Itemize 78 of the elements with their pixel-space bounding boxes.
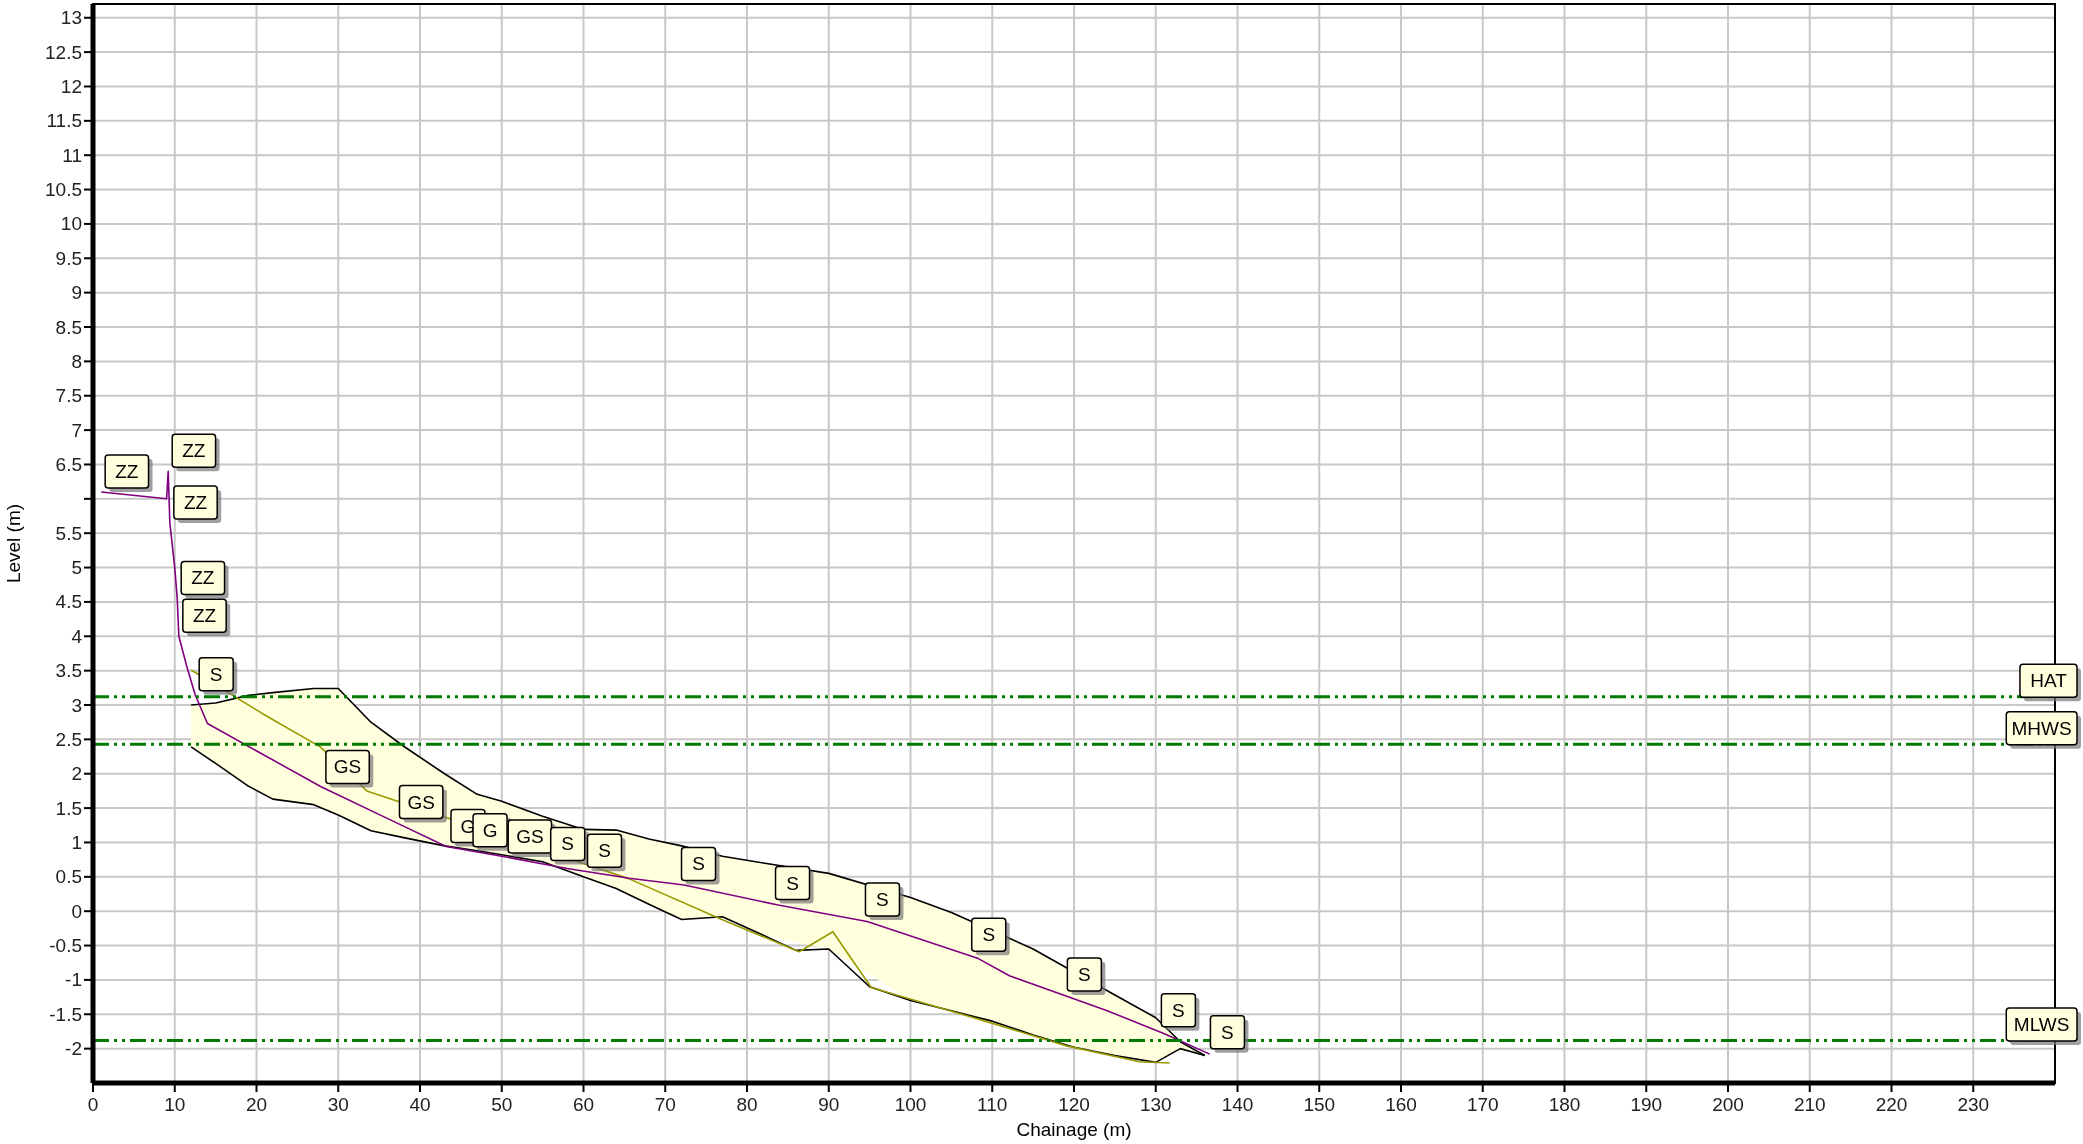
annotation: ZZ (183, 491, 208, 513)
annotation: S (692, 853, 705, 875)
x-tick-label: 80 (736, 1094, 758, 1115)
y-tick-label: 5.5 (55, 522, 82, 544)
y-tick-label: 1.5 (55, 797, 82, 819)
y-tick-label: 4 (71, 625, 83, 647)
annotation: GS (333, 756, 362, 778)
y-tick-label: 8.5 (55, 316, 82, 338)
ref-line-label: HAT (2030, 670, 2068, 692)
ref-line-label: MHWS (2011, 717, 2072, 739)
y-tick-label: 10 (60, 213, 82, 235)
x-tick-label: 10 (164, 1094, 186, 1115)
y-tick-label: 3 (71, 694, 82, 716)
x-tick-label: 140 (1221, 1094, 1254, 1115)
y-tick-label: -0.5 (49, 935, 82, 957)
annotation: S (982, 924, 996, 946)
x-tick-label: 0 (87, 1094, 99, 1115)
y-tick-label: -1 (65, 969, 82, 991)
y-tick-label: 7.5 (55, 385, 82, 407)
x-tick-label: 90 (818, 1094, 840, 1115)
annotation: S (1221, 1021, 1234, 1043)
y-tick-label: 11.5 (46, 110, 82, 132)
annotation: S (1078, 964, 1091, 986)
y-tick-label: 12.5 (45, 41, 82, 63)
x-tick-label: 180 (1548, 1094, 1581, 1115)
annotation: ZZ (191, 567, 215, 589)
y-tick-label: 8 (71, 350, 82, 372)
y-tick-label: 0.5 (55, 866, 82, 888)
annotation: GS (516, 825, 544, 847)
x-tick-label: 210 (1793, 1094, 1826, 1115)
x-tick-label: 220 (1875, 1094, 1908, 1115)
y-tick-label: 7 (71, 419, 82, 441)
x-tick-label: 190 (1630, 1094, 1663, 1115)
annotation: S (786, 872, 799, 894)
annotation: S (209, 663, 223, 685)
annotation: ZZ (192, 605, 217, 627)
y-tick-label: 6.5 (55, 453, 82, 475)
y-tick-label: 2.5 (55, 728, 82, 750)
y-tick-label: 0 (71, 900, 82, 922)
y-tick-label: 4.5 (55, 591, 82, 613)
annotation: ZZ (182, 440, 206, 462)
ref-line-label: MLWS (2013, 1013, 2070, 1035)
x-tick-label: 50 (491, 1094, 513, 1115)
annotation: G (482, 819, 498, 841)
x-tick-label: 100 (894, 1094, 927, 1115)
x-tick-label: 230 (1957, 1094, 1990, 1115)
annotation: S (876, 889, 889, 911)
y-tick-label: 11 (62, 144, 82, 166)
annotation: S (561, 833, 575, 855)
annotation: S (1172, 999, 1185, 1021)
x-tick-label: 30 (327, 1094, 349, 1115)
annotation: S (598, 840, 611, 862)
x-tick-label: 110 (977, 1094, 1008, 1115)
annotation: ZZ (115, 460, 139, 482)
y-tick-label: 12 (60, 75, 82, 97)
y-tick-label: 13 (60, 7, 82, 29)
x-tick-label: 120 (1058, 1094, 1090, 1115)
x-tick-label: 170 (1466, 1094, 1499, 1115)
y-axis-title: Level (m) (3, 503, 24, 584)
y-tick-label: 5 (71, 557, 82, 579)
x-tick-label: 150 (1303, 1094, 1336, 1115)
annotation: GS (407, 791, 435, 813)
x-tick-label: 60 (572, 1094, 595, 1115)
y-tick-label: 2 (71, 763, 82, 785)
x-tick-label: 200 (1712, 1094, 1744, 1115)
x-tick-label: 40 (409, 1094, 431, 1115)
y-tick-label: -2 (65, 1038, 82, 1060)
y-tick-label: 9.5 (55, 247, 82, 269)
y-tick-label: 3.5 (55, 660, 82, 682)
y-tick-label: 10.5 (45, 179, 82, 201)
x-tick-label: 130 (1139, 1094, 1172, 1115)
y-tick-label: 1 (71, 831, 82, 853)
x-tick-label: 20 (245, 1094, 268, 1115)
x-tick-label: 70 (654, 1094, 676, 1115)
x-axis-title: Chainage (m) (1016, 1119, 1132, 1140)
y-tick-label: 9 (71, 282, 82, 304)
x-tick-label: 160 (1385, 1094, 1417, 1115)
y-tick-label: -1.5 (49, 1003, 82, 1025)
